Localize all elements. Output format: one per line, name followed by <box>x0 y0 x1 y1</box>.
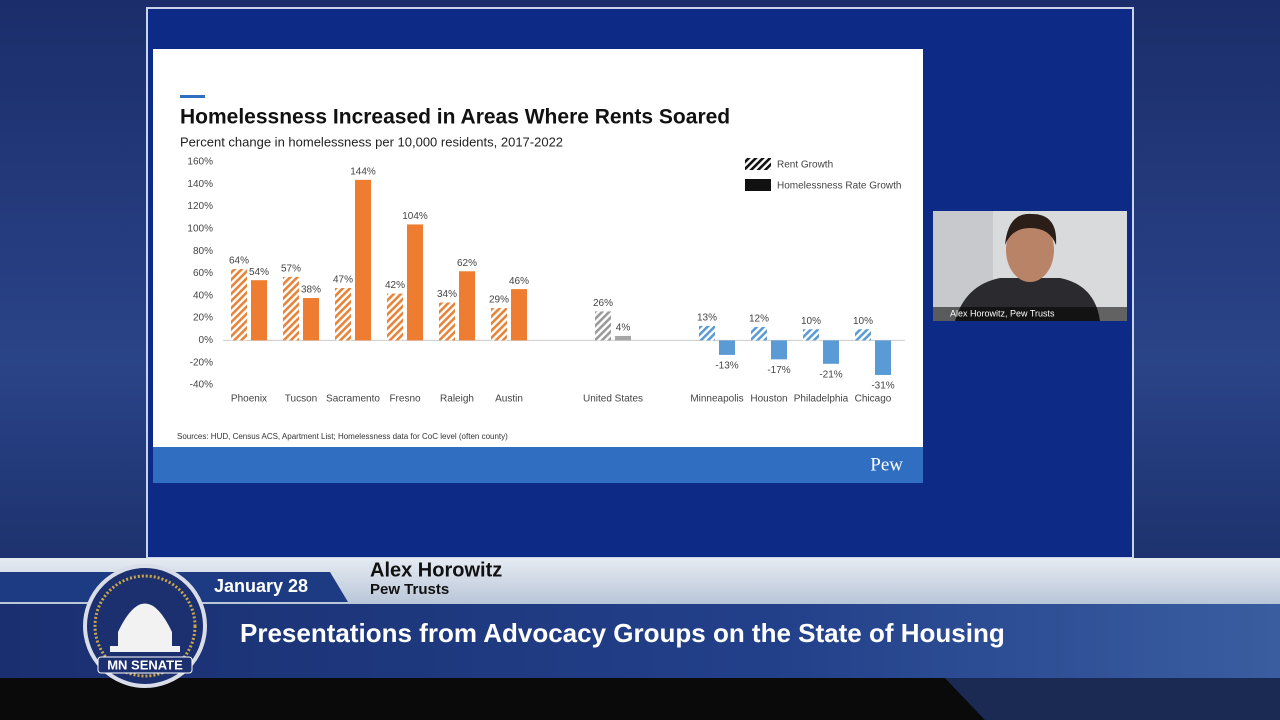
logo-label-bg <box>97 656 193 674</box>
bar <box>303 298 319 341</box>
y-tick-label: 100% <box>187 224 213 235</box>
value-label: -21% <box>819 369 842 380</box>
logo-base <box>110 646 180 652</box>
bar <box>771 340 787 360</box>
logo-dome <box>118 603 172 648</box>
bottom-bar-right <box>945 678 1280 720</box>
bottom-bar <box>0 678 985 720</box>
x-tick-label: Raleigh <box>440 394 474 405</box>
bar <box>251 280 267 341</box>
y-tick-label: -20% <box>190 357 213 368</box>
date: January 28 <box>214 576 308 596</box>
value-label: 29% <box>489 295 509 306</box>
x-tick-label: Tucson <box>285 394 317 405</box>
y-tick-label: 120% <box>187 201 213 212</box>
webcam: Alex Horowitz, Pew Trusts <box>933 211 1127 321</box>
x-tick-label: Houston <box>750 394 787 405</box>
bar <box>595 311 611 341</box>
value-label: -17% <box>767 365 790 376</box>
value-label: 10% <box>801 316 821 327</box>
legend-swatch <box>745 158 771 170</box>
bar <box>855 329 871 341</box>
organization: Pew Trusts <box>370 581 449 598</box>
x-tick-label: Austin <box>495 394 523 405</box>
title-accent <box>180 95 205 98</box>
y-tick-label: -40% <box>190 380 213 391</box>
y-tick-label: 80% <box>193 246 213 257</box>
value-label: 144% <box>350 166 376 177</box>
y-tick-label: 160% <box>187 157 213 168</box>
x-tick-label: Fresno <box>389 394 421 405</box>
x-tick-label: Chicago <box>855 394 892 405</box>
webcam-hair <box>1005 213 1057 245</box>
value-label: 34% <box>437 289 457 300</box>
legend-label: Homelessness Rate Growth <box>777 181 902 192</box>
value-label: 38% <box>301 285 321 296</box>
value-label: 12% <box>749 314 769 325</box>
headline-band <box>0 604 1280 680</box>
bar <box>491 308 507 341</box>
y-tick-label: 40% <box>193 290 213 301</box>
brand: Pew <box>870 454 903 475</box>
speaker: Alex Horowitz <box>370 559 502 581</box>
headline: Presentations from Advocacy Groups on th… <box>240 618 1005 648</box>
x-tick-label: Phoenix <box>231 394 267 405</box>
bar <box>699 325 715 341</box>
logo: MN SENATE <box>83 564 207 688</box>
x-tick-label: United States <box>583 394 643 405</box>
webcam-caption-bg <box>933 307 1127 321</box>
value-label: 10% <box>853 316 873 327</box>
value-label: 26% <box>593 298 613 309</box>
legend-swatch <box>745 179 771 191</box>
bar <box>615 335 631 341</box>
y-tick-label: 0% <box>199 335 214 346</box>
bar <box>335 287 351 341</box>
bar <box>459 271 475 341</box>
bar <box>823 340 839 364</box>
chart-title: Homelessness Increased in Areas Where Re… <box>180 106 730 129</box>
bar <box>355 179 371 341</box>
x-tick-label: Minneapolis <box>690 394 743 405</box>
y-tick-label: 20% <box>193 313 213 324</box>
value-label: 64% <box>229 256 249 267</box>
value-label: -13% <box>715 361 738 372</box>
chart-subtitle: Percent change in homelessness per 10,00… <box>180 134 563 149</box>
bar <box>511 289 527 341</box>
value-label: 13% <box>697 313 717 324</box>
value-label: 42% <box>385 280 405 291</box>
bar <box>387 293 403 341</box>
bar <box>803 329 819 341</box>
logo-label: MN SENATE <box>107 657 183 672</box>
x-tick-label: Sacramento <box>326 394 380 405</box>
value-label: 4% <box>616 323 631 334</box>
bar <box>231 269 247 341</box>
bar <box>407 224 423 341</box>
value-label: 54% <box>249 267 269 278</box>
bar <box>283 276 299 341</box>
plot: 160% 140% 120% 100% 80% 60% 40% 20% 0% -20% -40% Ph… <box>187 157 905 405</box>
bar <box>875 340 891 375</box>
legend-label: Rent Growth <box>777 160 833 171</box>
value-label: -31% <box>871 381 894 392</box>
value-label: 104% <box>402 211 428 222</box>
value-label: 47% <box>333 275 353 286</box>
webcam-caption: Alex Horowitz, Pew Trusts <box>950 308 1055 318</box>
value-label: 57% <box>281 263 301 274</box>
sources: Sources: HUD, Census ACS, Apartment List… <box>177 432 508 441</box>
x-tick-label: Philadelphia <box>794 394 849 405</box>
bar <box>751 327 767 341</box>
value-label: 62% <box>457 258 477 269</box>
slide <box>153 49 923 483</box>
y-tick-label: 60% <box>193 268 213 279</box>
value-label: 46% <box>509 276 529 287</box>
y-tick-label: 140% <box>187 179 213 190</box>
bar <box>439 302 455 341</box>
webcam-head <box>1006 218 1054 282</box>
slide-footer <box>153 447 923 483</box>
bar <box>719 340 735 355</box>
logo-inner-ring <box>93 574 197 678</box>
